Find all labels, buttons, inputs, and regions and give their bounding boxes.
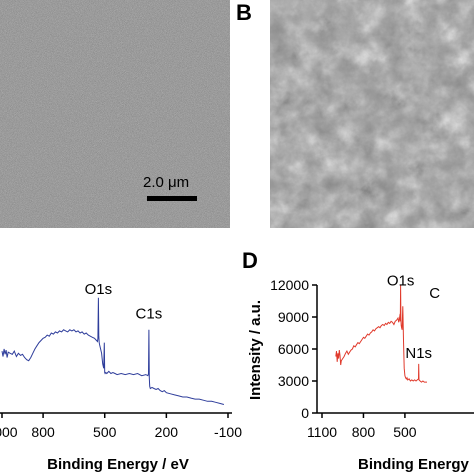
- x-axis-label-c: Binding Energy / eV: [47, 456, 189, 473]
- peak-label: C: [429, 285, 440, 302]
- y-axis-label-d: Intensity / a.u.: [247, 300, 264, 400]
- x-axis-label-d: Binding Energy: [358, 456, 469, 473]
- series-line-d: [335, 284, 427, 383]
- x-tick-label: 800: [31, 424, 55, 440]
- sem-texture-b: [270, 0, 474, 228]
- xps-chart-c: 1000 800 500 200 -100 O1s C1s Binding Energy …: [0, 281, 242, 473]
- x-tick-label: 800: [352, 424, 376, 440]
- y-tick-label: 3000: [278, 373, 309, 389]
- x-tick-label: 1100: [307, 424, 337, 440]
- sem-image-a: 2.0 μm: [0, 0, 230, 228]
- xps-chart-d: 0 3000 6000 9000 12000 1100 800 500 O1s N1s C In…: [247, 272, 474, 473]
- series-line-c: [1, 297, 225, 405]
- y-tick-label: 0: [301, 405, 309, 421]
- panel-label-d: D: [242, 248, 258, 273]
- x-tick-label: 1000: [0, 424, 18, 440]
- y-tick-label: 9000: [278, 309, 309, 325]
- peak-label: O1s: [85, 281, 113, 298]
- y-tick-label: 6000: [278, 341, 309, 357]
- x-tick-label: 200: [155, 424, 179, 440]
- x-tick-label: 500: [393, 424, 417, 440]
- panel-label-b: B: [236, 0, 252, 25]
- peak-label: N1s: [405, 345, 432, 362]
- scale-bar: [147, 196, 197, 201]
- sem-texture-a: [0, 0, 230, 228]
- peak-label: O1s: [387, 272, 415, 289]
- x-tick-label: -100: [214, 424, 242, 440]
- scale-bar-label: 2.0 μm: [143, 174, 190, 191]
- sem-image-b: [270, 0, 474, 228]
- y-tick-label: 12000: [270, 277, 309, 293]
- peak-label: C1s: [136, 305, 163, 322]
- x-tick-label: 500: [93, 424, 117, 440]
